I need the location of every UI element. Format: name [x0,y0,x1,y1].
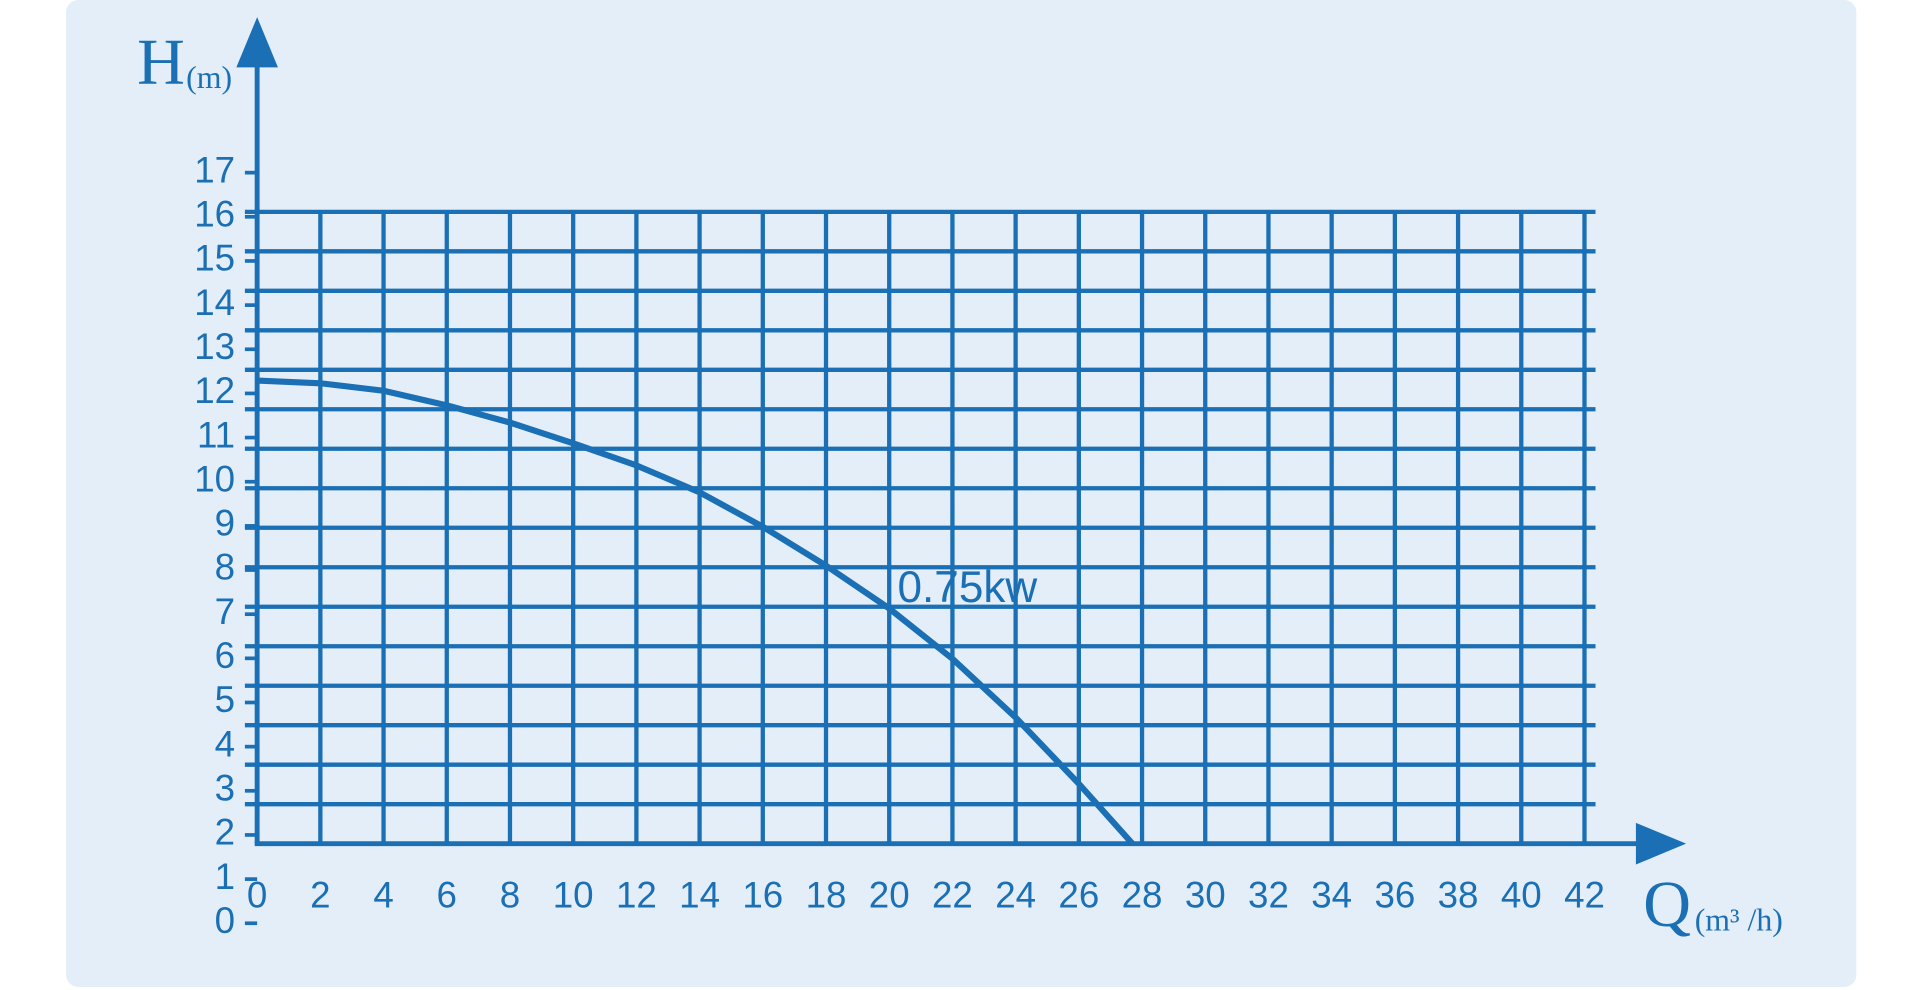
x-tick-label: 14 [679,874,720,915]
x-axis-unit: (m³ /h) [1695,903,1783,938]
y-tick-label: 16 [194,194,235,235]
y-axis-label: H [137,26,185,99]
x-tick-label: 12 [616,874,657,915]
y-tick-label: 3 [215,768,235,809]
y-tick-label: 5 [215,679,235,720]
x-tick-label: 8 [500,874,520,915]
x-tick-label: 22 [932,874,973,915]
series-label: 0.75kw [898,563,1038,612]
x-tick-label: 0 [247,874,267,915]
y-tick-label: 8 [215,547,235,588]
x-tick-label: 16 [742,874,783,915]
panel [66,0,1857,987]
y-tick-label: 0 [215,900,235,941]
x-tick-label: 38 [1438,874,1479,915]
x-tick-label: 30 [1185,874,1226,915]
y-tick-label: 2 [215,812,235,853]
x-tick-label: 20 [869,874,910,915]
y-tick-label: 1 [215,856,235,897]
y-tick-label: 7 [215,591,235,632]
x-tick-label: 34 [1311,874,1352,915]
x-tick-label: 6 [437,874,457,915]
x-tick-label: 40 [1501,874,1542,915]
x-tick-label: 4 [373,874,393,915]
y-tick-label: 6 [215,635,235,676]
x-tick-label: 10 [553,874,594,915]
x-tick-label: 36 [1374,874,1415,915]
x-tick-label: 24 [995,874,1036,915]
y-tick-label: 9 [215,503,235,544]
curve [257,377,1135,846]
y-tick-label: 14 [194,282,235,323]
x-axis-arrow [1635,822,1687,865]
x-tick-label: 18 [806,874,847,915]
y-tick-label: 17 [194,149,235,190]
x-tick-label: 42 [1564,874,1605,915]
y-tick-label: 4 [215,723,235,764]
y-tick-label: 11 [197,414,235,455]
y-tick-label: 12 [194,370,235,411]
y-tick-label: 13 [194,326,235,367]
x-tick-label: 32 [1248,874,1289,915]
x-tick-label: 2 [310,874,330,915]
y-axis-arrow [236,17,278,68]
y-tick-label: 15 [194,238,235,279]
x-tick-label: 26 [1058,874,1099,915]
y-tick-label: 10 [194,458,235,499]
x-tick-label: 28 [1122,874,1163,915]
y-axis-unit: (m) [186,60,232,95]
x-axis-label: Q [1643,868,1691,941]
